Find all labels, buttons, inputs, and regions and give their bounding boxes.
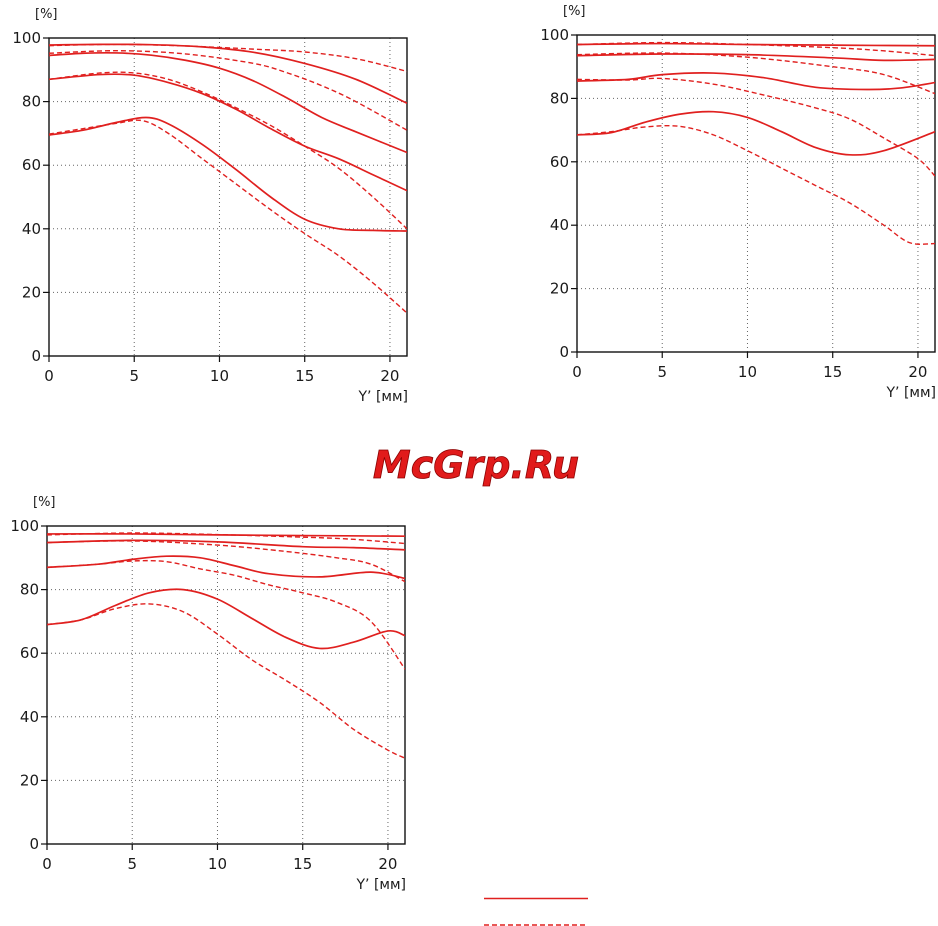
series-line-dashed — [577, 124, 935, 245]
series-line-solid — [577, 72, 935, 91]
x-tick-label: 20 — [378, 855, 397, 873]
y-axis-label: [%] — [35, 7, 58, 22]
series-line-solid — [49, 43, 407, 104]
x-tick-label: 20 — [908, 363, 927, 381]
y-tick-label: 60 — [20, 644, 39, 662]
x-tick-label: 5 — [129, 367, 139, 385]
series-line-dashed — [577, 77, 935, 177]
watermark: McGrp.Ru — [373, 443, 579, 487]
x-tick-label: 10 — [210, 367, 229, 385]
x-tick-label: 0 — [572, 363, 582, 381]
series-line-solid — [49, 73, 407, 192]
series-line-solid — [49, 51, 407, 154]
x-axis-label: Y’ [мм] — [886, 385, 937, 401]
mtf-chart-bottom-left: 0 20 40 60 80 100 0 5 10 15 20 [%] Y’ [мм] — [10, 495, 406, 893]
mtf-chart-top-right: 0 20 40 60 80 100 0 5 10 15 20 [%] Y’ [мм] — [540, 4, 936, 401]
y-tick-label: 20 — [22, 283, 41, 301]
series-line-solid — [47, 555, 405, 580]
series-line-dashed — [49, 119, 407, 314]
series-line-dashed — [47, 559, 405, 670]
series-line-solid — [47, 588, 405, 650]
y-axis-label: [%] — [563, 4, 586, 19]
series-line-solid — [577, 53, 935, 62]
x-axis-label: Y’ [мм] — [356, 877, 407, 893]
series-group — [49, 43, 407, 314]
series-line-dashed — [577, 41, 935, 57]
y-tick-label: 100 — [10, 517, 39, 535]
series-line-solid — [49, 116, 407, 232]
x-tick-label: 5 — [657, 363, 667, 381]
y-tick-label: 60 — [22, 156, 41, 174]
series-line-dashed — [49, 43, 407, 73]
y-tick-label: 0 — [29, 835, 39, 853]
y-tick-label: 80 — [20, 581, 39, 599]
series-line-solid — [47, 539, 405, 551]
series-line-dashed — [49, 50, 407, 131]
y-axis-label: [%] — [33, 495, 56, 510]
series-group — [577, 41, 935, 245]
series-line-dashed — [49, 71, 407, 230]
x-tick-label: 20 — [380, 367, 399, 385]
x-tick-label: 5 — [127, 855, 137, 873]
y-tick-label: 100 — [12, 29, 41, 47]
x-tick-label: 0 — [42, 855, 52, 873]
series-line-solid — [577, 110, 935, 156]
y-tick-label: 40 — [20, 708, 39, 726]
y-tick-label: 60 — [550, 153, 569, 171]
x-tick-label: 0 — [44, 367, 54, 385]
x-tick-label: 15 — [293, 855, 312, 873]
series-line-dashed — [47, 603, 405, 759]
series-line-dashed — [577, 52, 935, 95]
series-line-dashed — [47, 540, 405, 583]
y-tick-label: 80 — [550, 89, 569, 107]
mtf-chart-top-left: 0 20 40 60 80 100 0 5 10 15 20 [%] Y’ [мм] — [12, 7, 408, 405]
y-tick-label: 20 — [20, 771, 39, 789]
y-tick-label: 20 — [550, 280, 569, 298]
y-tick-label: 0 — [559, 343, 569, 361]
x-tick-label: 10 — [738, 363, 757, 381]
x-tick-label: 15 — [823, 363, 842, 381]
x-axis-label: Y’ [мм] — [358, 389, 409, 405]
y-tick-label: 0 — [31, 347, 41, 365]
y-tick-label: 40 — [22, 220, 41, 238]
y-tick-label: 40 — [550, 216, 569, 234]
y-tick-label: 100 — [540, 26, 569, 44]
plot-frame — [576, 34, 936, 353]
series-line-dashed — [47, 532, 405, 545]
plot-frame — [48, 37, 408, 357]
series-group — [47, 532, 405, 759]
x-tick-label: 10 — [208, 855, 227, 873]
legend — [484, 897, 588, 926]
plot-frame — [46, 525, 406, 845]
x-tick-label: 15 — [295, 367, 314, 385]
y-tick-label: 80 — [22, 93, 41, 111]
